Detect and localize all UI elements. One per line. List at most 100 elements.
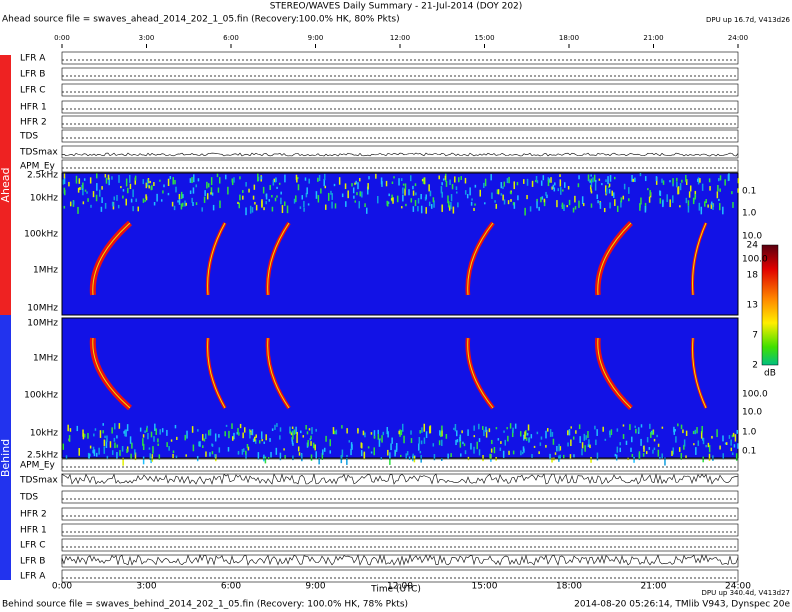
noise <box>345 201 347 207</box>
colorbar-tick: 24 <box>747 241 759 251</box>
noise <box>441 204 443 212</box>
noise <box>254 436 256 442</box>
noise <box>329 450 332 454</box>
noise <box>366 207 368 214</box>
noise <box>125 198 127 206</box>
noise <box>111 427 113 434</box>
noise <box>318 457 320 465</box>
noise <box>102 430 104 434</box>
noise <box>137 206 139 212</box>
noise <box>405 453 407 460</box>
noise <box>209 452 211 457</box>
noise <box>302 435 305 438</box>
row-box <box>61 538 739 552</box>
noise <box>629 424 631 430</box>
time-tick-bottom: 15:00 <box>472 582 498 592</box>
noise <box>263 207 265 211</box>
noise <box>82 429 84 437</box>
noise <box>425 431 428 438</box>
noise <box>111 450 114 455</box>
noise <box>182 194 184 199</box>
noise <box>705 444 707 448</box>
noise <box>536 198 538 202</box>
noise <box>495 203 498 209</box>
noise <box>147 432 149 440</box>
noise <box>467 456 470 461</box>
row-label: HFR 2 <box>20 510 47 520</box>
noise <box>659 190 661 196</box>
noise <box>323 447 326 452</box>
row-label: LFR B <box>20 557 45 567</box>
noise <box>711 435 713 439</box>
noise <box>346 454 348 458</box>
noise <box>493 447 496 454</box>
noise <box>509 191 512 194</box>
ahead-source: Ahead source file = swaves_ahead_2014_20… <box>2 15 400 25</box>
noise <box>503 199 506 205</box>
noise <box>286 205 289 214</box>
noise <box>500 441 502 444</box>
noise <box>628 198 630 202</box>
noise <box>620 197 623 203</box>
noise <box>722 206 724 215</box>
noise <box>334 203 337 209</box>
noise <box>301 454 303 462</box>
noise <box>570 426 572 429</box>
noise <box>301 195 304 200</box>
noise <box>603 207 606 213</box>
noise <box>113 196 115 201</box>
noise <box>631 175 633 182</box>
noise <box>605 185 607 192</box>
time-tick-top: 0:00 <box>54 34 70 42</box>
noise <box>315 451 317 459</box>
noise <box>601 183 603 186</box>
noise <box>351 183 353 187</box>
spectrogram <box>61 172 740 466</box>
noise <box>536 431 539 435</box>
noise <box>514 423 517 429</box>
noise <box>63 205 66 209</box>
noise <box>642 453 645 457</box>
noise <box>556 445 558 452</box>
noise <box>291 426 294 429</box>
noise <box>590 181 593 188</box>
noise <box>284 174 286 183</box>
noise <box>211 192 214 196</box>
noise <box>296 431 298 436</box>
noise <box>662 199 664 207</box>
noise <box>225 424 228 427</box>
noise <box>466 194 469 199</box>
noise <box>211 443 213 446</box>
noise <box>95 452 98 457</box>
noise <box>237 450 240 454</box>
noise <box>89 445 92 449</box>
noise <box>405 203 407 207</box>
noise <box>455 439 457 446</box>
noise <box>499 447 502 451</box>
noise <box>130 198 133 203</box>
noise <box>412 190 415 196</box>
noise <box>196 455 199 462</box>
noise <box>278 182 281 185</box>
noise <box>396 195 399 203</box>
noise <box>167 192 170 196</box>
noise <box>296 178 298 183</box>
noise <box>291 440 294 445</box>
noise <box>270 451 272 458</box>
noise <box>543 199 546 207</box>
noise <box>171 201 174 207</box>
noise <box>464 177 467 184</box>
noise <box>694 429 697 435</box>
row-box <box>61 115 739 129</box>
noise <box>233 432 235 440</box>
noise <box>303 200 305 208</box>
noise <box>189 178 192 183</box>
noise <box>63 187 66 194</box>
noise <box>672 447 674 455</box>
noise <box>440 186 443 194</box>
noise <box>352 187 355 194</box>
noise <box>121 446 124 452</box>
noise <box>707 204 709 208</box>
noise <box>275 447 278 455</box>
noise <box>685 455 687 458</box>
